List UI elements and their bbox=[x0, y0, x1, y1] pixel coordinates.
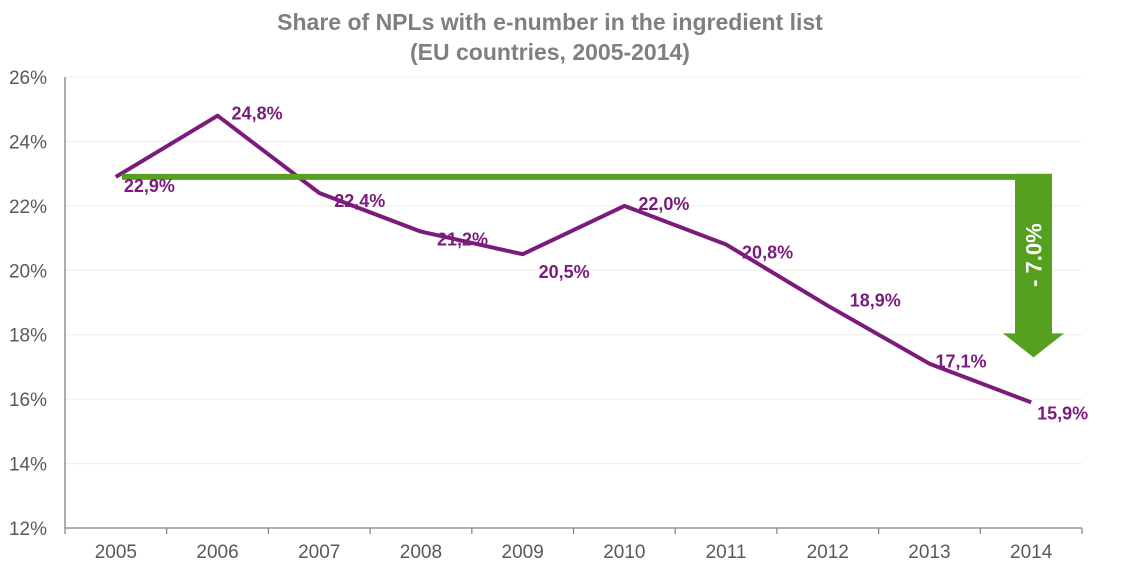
x-tick-label: 2006 bbox=[196, 542, 238, 563]
axes bbox=[64, 77, 1082, 529]
x-tick-label: 2005 bbox=[95, 542, 137, 563]
change-label: - 7.0% bbox=[1022, 223, 1047, 287]
y-tick-label: 22% bbox=[9, 197, 47, 218]
x-tick-label: 2009 bbox=[502, 542, 544, 563]
y-tick-label: 26% bbox=[9, 68, 47, 89]
data-label: 21,2% bbox=[437, 230, 488, 250]
y-tick-label: 24% bbox=[9, 132, 47, 153]
y-tick-label: 20% bbox=[9, 261, 47, 282]
x-tick-label: 2007 bbox=[298, 542, 340, 563]
y-tick-label: 18% bbox=[9, 326, 47, 347]
y-tick-label: 14% bbox=[9, 455, 47, 476]
x-axis-ticks: 2005 2006 2007 2008 2009 2010 2011 2012 2013 2014 bbox=[64, 528, 1083, 563]
series-line bbox=[114, 113, 1032, 405]
data-label: 24,8% bbox=[232, 104, 283, 124]
data-label: 20,5% bbox=[539, 262, 590, 282]
x-tick-label: 2011 bbox=[706, 542, 747, 563]
x-tick-label: 2010 bbox=[603, 542, 645, 563]
data-label: 17,1% bbox=[935, 352, 986, 372]
data-label: 22,0% bbox=[638, 194, 689, 214]
series-group bbox=[114, 113, 1032, 405]
down-arrow bbox=[1003, 173, 1064, 358]
data-label: 20,8% bbox=[742, 243, 793, 263]
x-tick-label: 2008 bbox=[400, 542, 442, 563]
y-tick-label: 16% bbox=[9, 390, 47, 411]
gridlines bbox=[65, 76, 1082, 465]
x-tick-label: 2012 bbox=[807, 542, 849, 563]
chart-title: Share of NPLs with e-number in the ingre… bbox=[277, 9, 823, 35]
data-label: 22,4% bbox=[334, 191, 385, 211]
data-label: 22,9% bbox=[124, 176, 175, 196]
change-annotation: - 7.0% bbox=[121, 173, 1064, 358]
x-tick-label: 2013 bbox=[908, 542, 950, 563]
chart-subtitle: (EU countries, 2005-2014) bbox=[410, 39, 690, 65]
data-labels: 22,9% 24,8% 22,4% 21,2% 20,5% 22,0% 20,8% 18,9%… bbox=[124, 104, 1088, 424]
y-tick-label: 12% bbox=[9, 519, 47, 540]
data-label: 15,9% bbox=[1037, 403, 1088, 423]
x-tick-label: 2014 bbox=[1010, 542, 1053, 563]
y-axis-ticks: 12% 14% 16% 18% 20% 22% 24% 26% bbox=[9, 68, 47, 540]
data-label: 18,9% bbox=[850, 291, 901, 311]
